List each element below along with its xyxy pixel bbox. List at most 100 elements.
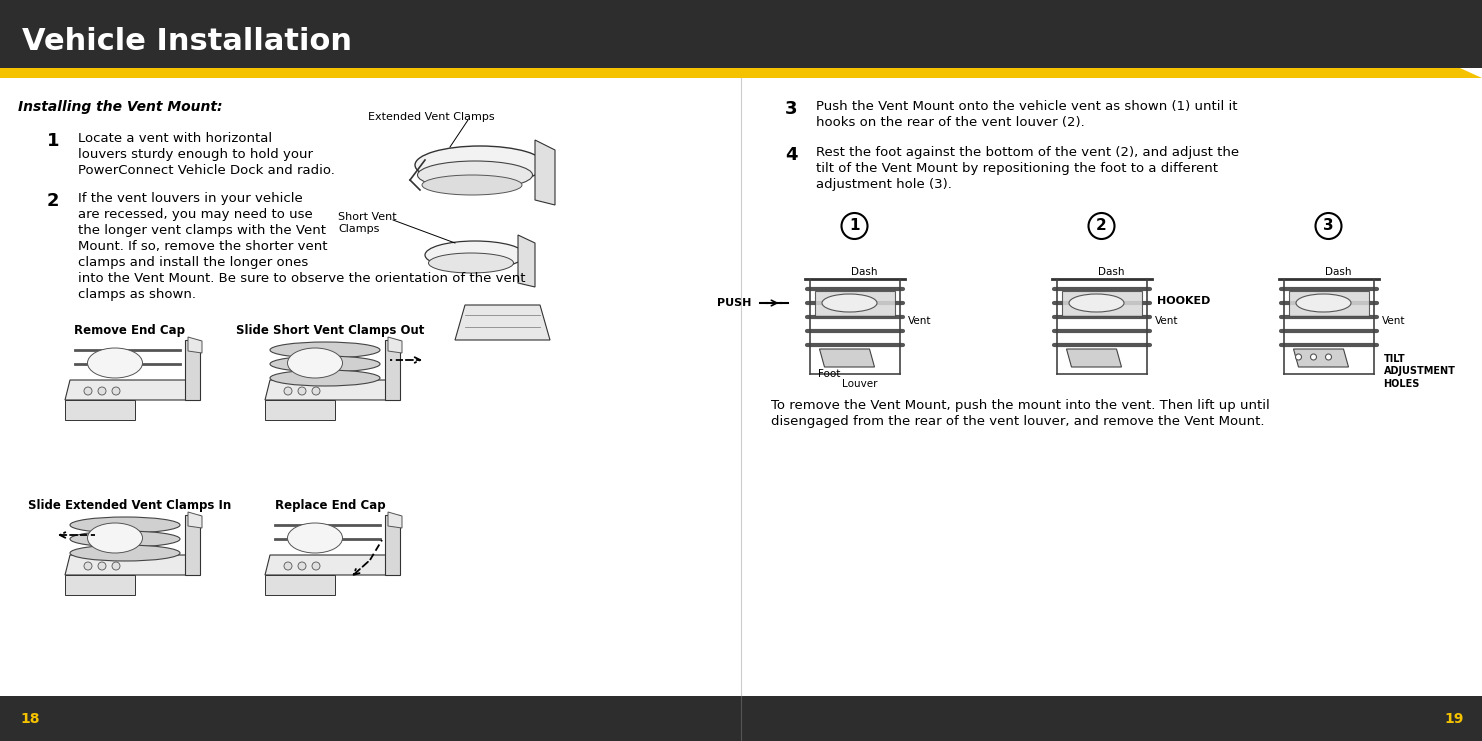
Ellipse shape — [70, 517, 179, 533]
Ellipse shape — [415, 146, 545, 184]
Polygon shape — [65, 575, 135, 595]
Text: 4: 4 — [785, 146, 797, 164]
Circle shape — [98, 387, 107, 395]
Text: 2: 2 — [1097, 219, 1107, 233]
Polygon shape — [188, 337, 202, 353]
Text: clamps as shown.: clamps as shown. — [79, 288, 196, 301]
Circle shape — [285, 562, 292, 570]
Text: Foot: Foot — [818, 369, 840, 379]
Ellipse shape — [87, 523, 142, 553]
Text: Vent: Vent — [1381, 316, 1405, 326]
Bar — [0, 696, 1482, 741]
Polygon shape — [535, 140, 554, 205]
Circle shape — [113, 562, 120, 570]
Text: Vehicle Installation: Vehicle Installation — [22, 27, 353, 56]
Polygon shape — [188, 512, 202, 528]
Circle shape — [1310, 354, 1316, 360]
Ellipse shape — [823, 294, 877, 312]
Text: TILT
ADJUSTMENT
HOLES: TILT ADJUSTMENT HOLES — [1384, 354, 1455, 389]
Circle shape — [1295, 354, 1301, 360]
Polygon shape — [385, 340, 400, 400]
Text: Rest the foot against the bottom of the vent (2), and adjust the: Rest the foot against the bottom of the … — [817, 146, 1239, 159]
Ellipse shape — [425, 241, 525, 269]
Text: Mount. If so, remove the shorter vent: Mount. If so, remove the shorter vent — [79, 240, 328, 253]
Text: Replace End Cap: Replace End Cap — [274, 499, 385, 512]
Text: adjustment hole (3).: adjustment hole (3). — [817, 178, 951, 191]
Circle shape — [298, 562, 305, 570]
Ellipse shape — [270, 370, 379, 386]
Circle shape — [1088, 213, 1114, 239]
Ellipse shape — [270, 342, 379, 358]
Circle shape — [113, 387, 120, 395]
Circle shape — [98, 562, 107, 570]
Text: 1: 1 — [47, 132, 59, 150]
Bar — [0, 68, 741, 78]
Ellipse shape — [428, 253, 513, 273]
Text: 1: 1 — [849, 219, 860, 233]
Ellipse shape — [418, 161, 532, 189]
Circle shape — [285, 387, 292, 395]
Text: Installing the Vent Mount:: Installing the Vent Mount: — [18, 100, 222, 114]
Text: are recessed, you may need to use: are recessed, you may need to use — [79, 208, 313, 221]
Text: Vent: Vent — [1154, 316, 1178, 326]
Ellipse shape — [1295, 294, 1352, 312]
Polygon shape — [388, 512, 402, 528]
Text: disengaged from the rear of the vent louver, and remove the Vent Mount.: disengaged from the rear of the vent lou… — [771, 415, 1264, 428]
Text: PowerConnect Vehicle Dock and radio.: PowerConnect Vehicle Dock and radio. — [79, 164, 335, 177]
Polygon shape — [1067, 349, 1122, 367]
Polygon shape — [185, 515, 200, 575]
Circle shape — [313, 387, 320, 395]
Text: Vent: Vent — [907, 316, 931, 326]
Polygon shape — [185, 340, 200, 400]
Text: Short Vent
Clamps: Short Vent Clamps — [338, 212, 397, 234]
Text: If the vent louvers in your vehicle: If the vent louvers in your vehicle — [79, 192, 302, 205]
Polygon shape — [265, 575, 335, 595]
Text: Dash: Dash — [1098, 267, 1125, 277]
Polygon shape — [385, 515, 400, 575]
Ellipse shape — [70, 545, 179, 561]
Ellipse shape — [422, 175, 522, 195]
Ellipse shape — [87, 348, 142, 378]
Text: Louver: Louver — [842, 379, 877, 389]
Bar — [0, 0, 1482, 68]
Text: 2: 2 — [47, 192, 59, 210]
Text: To remove the Vent Mount, push the mount into the vent. Then lift up until: To remove the Vent Mount, push the mount… — [771, 399, 1270, 412]
Text: hooks on the rear of the vent louver (2).: hooks on the rear of the vent louver (2)… — [817, 116, 1085, 129]
Text: 19: 19 — [1445, 712, 1464, 726]
Polygon shape — [265, 380, 396, 400]
Circle shape — [1316, 213, 1341, 239]
Circle shape — [84, 562, 92, 570]
Polygon shape — [741, 68, 1482, 78]
Polygon shape — [815, 291, 895, 316]
Polygon shape — [65, 555, 196, 575]
Polygon shape — [265, 555, 396, 575]
Polygon shape — [388, 337, 402, 353]
Text: the longer vent clamps with the Vent: the longer vent clamps with the Vent — [79, 224, 326, 237]
Polygon shape — [519, 235, 535, 287]
Ellipse shape — [288, 348, 342, 378]
Text: Locate a vent with horizontal: Locate a vent with horizontal — [79, 132, 273, 145]
Text: Push the Vent Mount onto the vehicle vent as shown (1) until it: Push the Vent Mount onto the vehicle ven… — [817, 100, 1237, 113]
Text: Dash: Dash — [851, 267, 877, 277]
Text: 3: 3 — [1323, 219, 1334, 233]
Text: HOOKED: HOOKED — [1156, 296, 1209, 306]
Text: Dash: Dash — [1325, 267, 1352, 277]
Ellipse shape — [1069, 294, 1123, 312]
Polygon shape — [820, 349, 874, 367]
Ellipse shape — [270, 356, 379, 372]
Circle shape — [1325, 354, 1331, 360]
Text: 18: 18 — [19, 712, 40, 726]
Text: tilt of the Vent Mount by repositioning the foot to a different: tilt of the Vent Mount by repositioning … — [817, 162, 1218, 175]
Polygon shape — [455, 305, 550, 340]
Bar — [0, 78, 1482, 696]
Polygon shape — [65, 400, 135, 420]
Text: into the Vent Mount. Be sure to observe the orientation of the vent: into the Vent Mount. Be sure to observe … — [79, 272, 526, 285]
Polygon shape — [1294, 349, 1349, 367]
Text: Extended Vent Clamps: Extended Vent Clamps — [368, 112, 495, 122]
Polygon shape — [1288, 291, 1368, 316]
Polygon shape — [65, 380, 196, 400]
Text: Slide Short Vent Clamps Out: Slide Short Vent Clamps Out — [236, 324, 424, 337]
Text: PUSH: PUSH — [717, 298, 751, 308]
Text: 3: 3 — [785, 100, 797, 118]
Circle shape — [84, 387, 92, 395]
